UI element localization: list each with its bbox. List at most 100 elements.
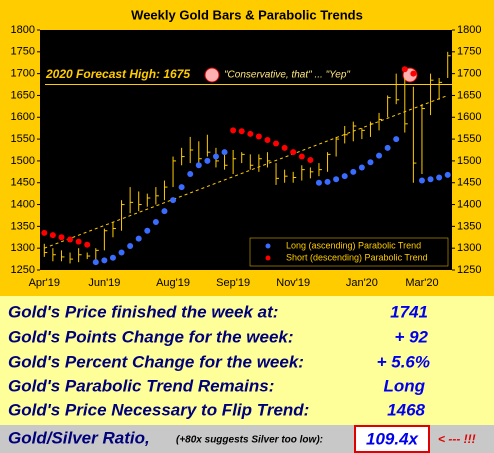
parabolic-dot: [144, 227, 151, 234]
y-tick-label: 1650: [11, 89, 35, 101]
parabolic-dot: [161, 208, 168, 215]
summary-label: Gold's Points Change for the week:: [8, 327, 294, 346]
y2-tick-label: 1800: [457, 24, 481, 36]
x-tick-label: Apr'19: [29, 277, 60, 289]
summary-value: 1468: [387, 400, 425, 419]
y-tick-label: 1250: [11, 264, 35, 276]
x-tick-label: Aug'19: [156, 277, 190, 289]
x-tick-label: Jun'19: [88, 277, 120, 289]
parabolic-dot: [75, 238, 82, 245]
y-tick-label: 1450: [11, 177, 35, 189]
y2-tick-label: 1750: [457, 46, 481, 58]
y2-tick-label: 1300: [457, 242, 481, 254]
parabolic-dot: [135, 235, 142, 242]
parabolic-dot: [315, 179, 322, 186]
y2-tick-label: 1500: [457, 155, 481, 167]
parabolic-dot: [281, 144, 288, 151]
y2-tick-label: 1650: [457, 89, 481, 101]
parabolic-dot: [247, 130, 254, 137]
parabolic-dot: [101, 257, 108, 264]
parabolic-dot: [170, 197, 177, 204]
y2-tick-label: 1250: [457, 264, 481, 276]
summary-value: + 92: [394, 327, 428, 346]
x-tick-label: Jan'20: [346, 277, 378, 289]
plot-area: [40, 30, 452, 270]
ratio-value: 109.4x: [366, 429, 420, 448]
parabolic-dot: [84, 241, 91, 248]
parabolic-dot: [341, 173, 348, 180]
legend: [249, 237, 449, 267]
parabolic-dot: [444, 171, 451, 178]
ratio-label: Gold/Silver Ratio,: [8, 428, 150, 447]
y-tick-label: 1300: [11, 242, 35, 254]
parabolic-dot: [204, 157, 211, 164]
summary-background: [0, 296, 494, 425]
parabolic-dot: [333, 176, 340, 183]
y-tick-label: 1500: [11, 155, 35, 167]
parabolic-dot: [436, 174, 443, 181]
parabolic-dot: [221, 149, 228, 156]
parabolic-dot: [307, 157, 314, 164]
forecast-label: 2020 Forecast High: 1675: [45, 67, 190, 81]
parabolic-dot: [273, 140, 280, 147]
summary-label: Gold's Percent Change for the week:: [8, 352, 304, 371]
chart-title: Weekly Gold Bars & Parabolic Trends: [131, 7, 363, 22]
forecast-quote: "Conservative, that" ... "Yep": [224, 70, 350, 81]
parabolic-dot: [350, 168, 357, 175]
parabolic-dot: [238, 128, 245, 135]
parabolic-dot: [427, 176, 434, 183]
y-tick-label: 1600: [11, 111, 35, 123]
parabolic-dot: [178, 184, 185, 191]
legend-label: Short (descending) Parabolic Trend: [286, 252, 428, 262]
legend-marker: [265, 243, 271, 249]
parabolic-dot: [401, 66, 408, 73]
parabolic-dot: [290, 149, 297, 156]
x-tick-label: Mar'20: [405, 277, 438, 289]
summary-label: Gold's Parabolic Trend Remains:: [8, 376, 274, 395]
parabolic-dot: [118, 249, 125, 256]
parabolic-dot: [264, 136, 271, 143]
x-tick-label: Sep'19: [216, 277, 250, 289]
parabolic-dot: [58, 234, 65, 241]
parabolic-dot: [41, 229, 48, 236]
summary-value: 1741: [390, 302, 428, 321]
parabolic-dot: [324, 178, 331, 185]
x-tick-label: Nov'19: [276, 277, 310, 289]
parabolic-dot: [152, 219, 159, 225]
summary-label: Gold's Price finished the week at:: [8, 302, 278, 321]
parabolic-dot: [92, 259, 99, 266]
parabolic-dot: [255, 133, 262, 140]
parabolic-dot: [49, 232, 56, 239]
y2-tick-label: 1550: [457, 133, 481, 145]
parabolic-dot: [358, 164, 365, 171]
y2-tick-label: 1400: [457, 198, 481, 210]
ratio-note: (+80x suggests Silver too low):: [176, 435, 323, 446]
parabolic-dot: [230, 127, 237, 134]
parabolic-dot: [367, 159, 374, 166]
y-tick-label: 1400: [11, 198, 35, 210]
parabolic-dot: [212, 153, 219, 160]
parabolic-dot: [418, 177, 425, 184]
y2-tick-label: 1350: [457, 220, 481, 232]
summary-value: + 5.6%: [377, 352, 430, 371]
legend-label: Long (ascending) Parabolic Trend: [286, 240, 421, 250]
ratio-box: [354, 425, 430, 453]
parabolic-dot: [376, 152, 383, 159]
y2-tick-label: 1700: [457, 68, 481, 80]
ratio-alert: < --- !!!: [438, 432, 476, 446]
legend-marker: [265, 255, 271, 261]
parabolic-dot: [67, 236, 74, 243]
y-tick-label: 1350: [11, 220, 35, 232]
parabolic-dot: [195, 162, 202, 169]
parabolic-dot: [298, 153, 305, 160]
y-tick-label: 1550: [11, 133, 35, 145]
parabolic-dot: [410, 70, 417, 77]
parabolic-dot: [393, 136, 400, 143]
y-tick-label: 1750: [11, 46, 35, 58]
parabolic-dot: [109, 254, 116, 261]
y2-tick-label: 1450: [457, 177, 481, 189]
summary-value: Long: [383, 376, 425, 395]
parabolic-dot: [187, 171, 194, 177]
summary-label: Gold's Price Necessary to Flip Trend:: [8, 400, 309, 419]
